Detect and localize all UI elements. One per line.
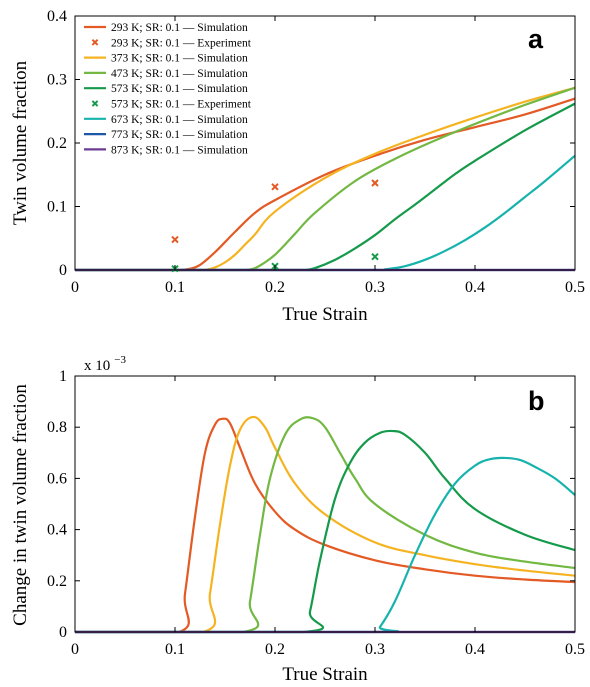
legend-a: 293 K; SR: 0.1 — Simulation 293 K; SR: 0.… [84,22,252,156]
y-tick-label-b: 0.4 [47,522,67,539]
panel-b: 0 0.1 0.2 0.3 0.4 0.5 0 0.2 0.4 0.6 0.8 1 b x 10 −3… [10,354,585,685]
x-tick-label-b: 0.5 [565,641,585,658]
x-tick-label-b: 0.3 [365,641,385,658]
experiment-point-293k [371,179,379,187]
axes-frame-b [74,375,576,633]
y-tick-label-a: 0 [59,262,67,279]
x-tick-label-a: 0.1 [165,279,185,296]
x-tick-label-b: 0.2 [265,641,285,658]
experiment-point-293k [171,235,179,244]
y-axis-title-a: Twin volume fraction [10,60,31,225]
legend-item-293-k-sr-0-1-simulation: 293 K; SR: 0.1 — Simulation [84,22,248,34]
y-tick-label-b: 0 [59,624,67,641]
panel-label-b: b [528,386,545,416]
legend-item-373-k-sr-0-1-simulation: 373 K; SR: 0.1 — Simulation [84,53,248,65]
y-exponent-base: x 10 [84,358,110,374]
x-tick-label-b: 0.1 [165,641,185,658]
y-tick-label-a: 0.4 [47,8,67,25]
x-tick-label-a: 0.2 [265,279,285,296]
experiment-point-573k [371,252,379,261]
series-line-b-573k [74,429,576,634]
legend-item-573-k-sr-0-1-experiment: 573 K; SR: 0.1 — Experiment [91,99,252,111]
y-tick-label-b: 0.2 [47,573,67,590]
series-line-b-293k [74,417,576,634]
legend-label: 873 K; SR: 0.1 — Simulation [111,144,248,156]
y-axis-title-b: Change in twin volume fraction [10,384,31,626]
y-tick-label-b: 0.8 [47,419,67,436]
x-tick-label-a: 0.3 [365,279,385,296]
legend-label: 773 K; SR: 0.1 — Simulation [111,129,248,141]
y-tick-label-b: 0.6 [47,470,67,487]
legend-item-673-k-sr-0-1-simulation: 673 K; SR: 0.1 — Simulation [84,114,248,126]
legend-label: 293 K; SR: 0.1 — Experiment [111,37,252,49]
experiment-point-293k [271,183,279,191]
legend-label: 473 K; SR: 0.1 — Simulation [111,68,248,80]
legend-item-473-k-sr-0-1-simulation: 473 K; SR: 0.1 — Simulation [84,68,248,80]
y-tick-label-a: 0.2 [47,135,67,152]
plot-area-b [75,376,575,632]
x-tick-label-a: 0 [71,279,79,296]
panel-a: 0 0.1 0.2 0.3 0.4 0.5 0 0.1 0.2 0.3 0.4 a 293 K; S… [10,8,585,325]
y-tick-label-b: 1 [59,368,67,385]
legend-item-293-k-sr-0-1-experiment: 293 K; SR: 0.1 — Experiment [91,37,252,49]
legend-item-773-k-sr-0-1-simulation: 773 K; SR: 0.1 — Simulation [84,129,248,141]
legend-item-873-k-sr-0-1-simulation: 873 K; SR: 0.1 — Simulation [84,144,248,156]
ticks-b: 0 0.1 0.2 0.3 0.4 0.5 0 0.2 0.4 0.6 0.8 1 [47,368,585,658]
legend-label: 673 K; SR: 0.1 — Simulation [111,114,248,126]
x-tick-label-a: 0.4 [465,279,485,296]
x-axis-title-a: True Strain [282,304,368,325]
legend-swatch-x [91,38,99,46]
y-tick-label-a: 0.1 [47,199,67,216]
legend-label: 573 K; SR: 0.1 — Experiment [111,99,252,111]
ticks-a: 0 0.1 0.2 0.3 0.4 0.5 0 0.1 0.2 0.3 0.4 [47,8,585,296]
legend-label: 293 K; SR: 0.1 — Simulation [111,22,248,34]
legend-label: 573 K; SR: 0.1 — Simulation [111,83,248,95]
series-line-b-473k [74,416,576,634]
panel-label-a: a [528,24,544,54]
legend-swatch-x [91,100,99,107]
y-tick-label-a: 0.3 [47,72,67,89]
legend-item-573-k-sr-0-1-simulation: 573 K; SR: 0.1 — Simulation [84,83,248,95]
y-exponent-label: x 10 −3 [84,354,126,374]
x-tick-label-b: 0 [71,641,79,658]
plot-area-a [75,16,575,270]
x-tick-label-b: 0.4 [465,641,485,658]
y-exponent-power: −3 [114,354,126,366]
legend-label: 373 K; SR: 0.1 — Simulation [111,53,248,65]
x-axis-title-b: True Strain [282,664,368,685]
series-line-b-373k [74,415,576,634]
x-tick-label-a: 0.5 [565,279,585,296]
